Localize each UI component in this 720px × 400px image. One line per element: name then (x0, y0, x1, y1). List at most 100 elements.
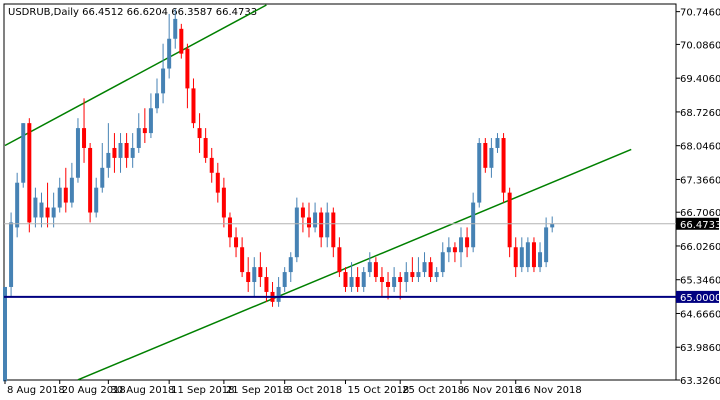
candle-body (197, 128, 202, 139)
trendline-lower (77, 148, 632, 381)
candle-body (94, 187, 99, 213)
candle (258, 252, 263, 287)
candle (544, 217, 549, 268)
y-tick-label: 70.0860 (680, 40, 720, 51)
candle (118, 133, 123, 173)
candle-body (294, 207, 299, 258)
candle-body (519, 247, 524, 268)
y-tick-label: 68.0460 (680, 142, 720, 153)
candle (69, 162, 74, 208)
candle-body (452, 247, 457, 253)
candle-body (331, 212, 336, 248)
candle (173, 8, 178, 49)
support-label: 65.0000 (680, 293, 720, 304)
candle-body (446, 247, 451, 253)
x-tick-label: 3 Oct 2018 (287, 385, 342, 396)
candle (294, 197, 299, 263)
y-tick-label: 70.7460 (680, 8, 720, 19)
candle-body (130, 147, 135, 158)
candle (483, 138, 488, 173)
candle (367, 252, 372, 278)
trendline-upper (4, 4, 267, 147)
candle-body (398, 277, 403, 283)
candle-body (349, 277, 354, 287)
candle (179, 23, 184, 59)
candle-body (155, 93, 159, 109)
candle (167, 13, 172, 79)
candle (416, 257, 421, 283)
x-tick-label: 16 Nov 2018 (518, 385, 582, 396)
candle (507, 187, 512, 258)
candle-body (106, 152, 111, 168)
candle-body (477, 143, 482, 203)
candle-body (227, 217, 232, 238)
candle-body (355, 277, 360, 287)
candle-body (313, 212, 318, 228)
candle (349, 262, 354, 292)
candle (185, 43, 190, 109)
candle (21, 123, 26, 188)
candle (300, 202, 305, 233)
candle (9, 212, 14, 297)
candle (209, 147, 214, 183)
candle-body (507, 192, 512, 248)
candle-body (112, 147, 117, 158)
candle-body (531, 242, 536, 268)
candle (197, 113, 202, 153)
candle (307, 202, 311, 238)
candle-body (9, 222, 14, 287)
candle-body (33, 197, 38, 218)
candle (191, 78, 196, 129)
candle (398, 272, 403, 300)
candle (538, 242, 543, 273)
last-price-box (676, 217, 719, 230)
candle-body (21, 123, 26, 183)
candle-body (136, 128, 141, 148)
candle-body (288, 257, 293, 273)
candle-body (459, 237, 463, 253)
candle-body (246, 272, 251, 283)
candle-body (404, 272, 409, 283)
candle (63, 167, 68, 213)
x-tick-label: 6 Nov 2018 (463, 385, 521, 396)
candle (112, 133, 117, 173)
candle (155, 78, 159, 114)
candle-body (63, 187, 68, 203)
candle (325, 202, 330, 248)
candle-body (525, 242, 530, 268)
candle (221, 177, 226, 228)
candle (519, 237, 524, 273)
candle-body (45, 207, 50, 218)
candle-body (367, 262, 372, 273)
candle (215, 162, 220, 203)
candle (434, 267, 439, 283)
candle (313, 202, 318, 233)
candle (252, 257, 257, 297)
candle-body (179, 28, 184, 54)
candle-body (203, 138, 208, 158)
candle-body (282, 272, 287, 287)
x-tick-label: 20 Aug 2018 (62, 385, 126, 396)
candle (39, 192, 44, 228)
candle-body (191, 88, 196, 124)
candle (3, 286, 7, 382)
candle (501, 133, 506, 203)
candle-body (27, 123, 32, 223)
candle-body (75, 128, 80, 178)
candle-body (440, 252, 445, 273)
candle (136, 113, 141, 153)
candle-body (39, 202, 44, 218)
candle-body (51, 207, 56, 218)
plot-area (3, 3, 677, 381)
candle-body (386, 282, 391, 287)
candle (33, 187, 38, 228)
candle-body (538, 252, 543, 268)
candle-body (221, 187, 226, 218)
candle-body (173, 18, 178, 39)
candle-body (343, 272, 348, 287)
candle (386, 272, 391, 300)
candle-body (57, 187, 62, 208)
candle (130, 133, 135, 168)
